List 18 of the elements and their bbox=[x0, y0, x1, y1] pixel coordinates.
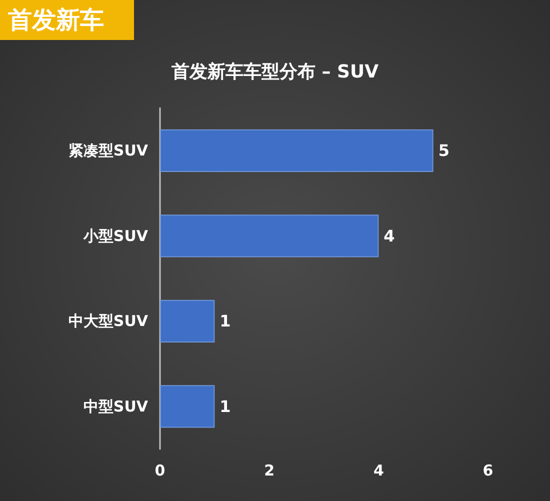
x-tick-label: 2 bbox=[264, 462, 275, 480]
data-label: 1 bbox=[220, 396, 231, 416]
data-label: 5 bbox=[438, 141, 450, 160]
bar bbox=[160, 129, 434, 172]
chart-title: 首发新车 bbox=[7, 6, 104, 34]
x-tick-label: 6 bbox=[482, 462, 494, 480]
y-tick-label: 小型SUV bbox=[82, 226, 148, 245]
data-label: 4 bbox=[384, 226, 395, 246]
y-tick-label: 中型SUV bbox=[83, 397, 148, 416]
y-tick-label: 紧凑型SUV bbox=[68, 142, 148, 160]
x-tick-label: 0 bbox=[154, 462, 166, 480]
bar bbox=[160, 385, 215, 428]
chart-subtitle: 首发新车车型分布 – SUV bbox=[170, 62, 379, 82]
bar bbox=[160, 300, 215, 342]
bar bbox=[160, 214, 379, 258]
data-label: 1 bbox=[220, 312, 231, 331]
x-tick-label: 4 bbox=[373, 462, 384, 480]
y-tick-label: 中大型SUV bbox=[68, 312, 148, 330]
